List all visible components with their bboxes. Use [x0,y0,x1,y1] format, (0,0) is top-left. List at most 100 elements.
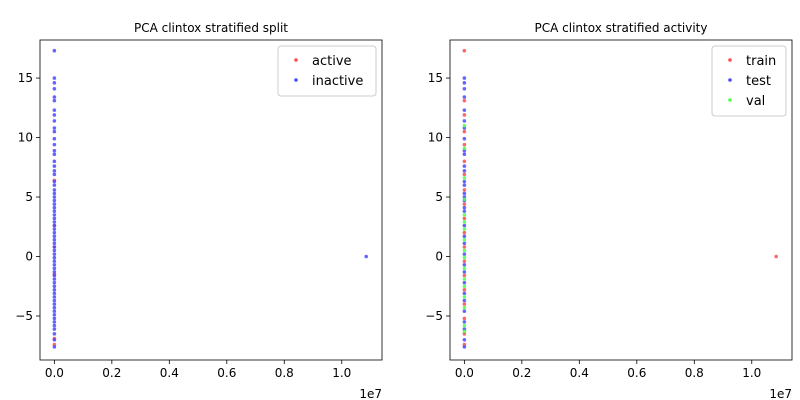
data-point-test [462,119,467,123]
data-point-inactive [52,345,57,349]
x-tick-label: 0.6 [217,366,236,380]
data-point-inactive [52,288,57,292]
data-point-inactive [52,95,57,99]
data-point-test [462,152,467,157]
data-point-inactive [52,309,57,314]
data-point-test [462,241,467,246]
x-offset-label: 1e7 [769,387,792,400]
data-point-val [462,146,467,151]
data-point-inactive [52,291,57,296]
data-point-inactive [52,238,57,242]
y-tick-label: −5 [425,309,443,323]
data-point-test [462,263,467,267]
chart-title: PCA clintox stratified split [134,21,288,35]
chart-panel-1: PCA clintox stratified split 0.0 0.2 0.4 0.6… [15,21,383,400]
data-point-test [462,298,467,303]
y-tick-label: 5 [25,190,33,204]
data-point-val [462,255,467,260]
x-tick-label: 0.0 [45,366,64,380]
data-point-inactive [52,230,57,235]
data-point-test [462,270,467,274]
data-point-inactive [52,216,57,221]
data-point-inactive [52,273,57,278]
data-point-inactive [52,327,57,331]
data-point-train [462,288,467,292]
legend-marker-val [728,98,732,102]
data-point-test [462,164,467,168]
data-point-inactive [52,164,57,168]
data-point-inactive [52,223,57,228]
data-point-inactive [52,198,57,203]
y-tick-label: 15 [18,71,33,85]
data-point-inactive [52,295,57,299]
data-point-val [462,176,467,180]
x-tick-label: 0.4 [570,366,589,380]
data-point-train [462,316,467,321]
data-point-inactive [52,126,57,130]
data-point-inactive [52,108,57,112]
data-point-inactive [52,320,57,324]
data-point-inactive [52,305,57,310]
data-point-inactive [52,302,57,306]
data-point-inactive [52,255,57,260]
data-point-val [462,323,467,328]
data-point-train [462,129,467,134]
data-point-inactive [52,316,57,321]
scatter-points [462,48,778,349]
x-tick-label: 0.0 [455,366,474,380]
data-point-test [462,223,467,228]
data-point-test [462,179,467,184]
data-point-inactive [52,113,57,117]
data-point-train [774,254,778,259]
data-point-inactive [52,159,57,164]
legend: active inactive [277,45,377,97]
data-point-test [462,280,467,285]
data-point-train [462,98,467,103]
data-point-inactive [52,191,57,196]
data-point-inactive [52,259,57,264]
y-tick-label: 0 [435,250,443,264]
data-point-test [462,205,467,210]
data-point-inactive [52,76,57,80]
data-point-test [462,209,467,214]
data-point-train [462,159,467,164]
y-tick-label: 10 [18,131,33,145]
data-point-val [462,248,467,253]
legend-marker-test [728,78,732,82]
y-tick-label: −5 [15,309,33,323]
data-point-test [462,191,467,196]
data-point-inactive [52,148,57,153]
data-point-inactive [52,245,57,249]
data-point-inactive [52,142,57,147]
data-point-val [462,238,467,242]
x-tick-label: 1.0 [742,366,761,380]
scatter-points [52,48,368,349]
data-point-test [462,81,467,85]
data-point-test [462,252,467,256]
data-point-inactive [52,136,57,141]
data-point-inactive [52,213,57,217]
legend-marker-train [728,58,732,62]
axes-frame [449,39,793,361]
data-point-val [462,197,467,202]
data-point-inactive [52,312,57,317]
data-point-test [462,291,467,296]
legend: train test val [711,45,787,117]
data-point-inactive [52,179,57,184]
data-point-val [462,220,467,224]
data-point-inactive [52,337,57,342]
data-point-val [462,213,467,217]
data-point-inactive [52,152,57,157]
data-point-test [462,95,467,99]
data-point-inactive [52,129,57,134]
data-point-test [462,86,467,91]
legend-marker-inactive [294,78,298,82]
data-point-inactive [52,227,57,231]
data-point-inactive [52,195,57,199]
data-point-inactive [52,169,57,173]
data-point-train [462,273,467,278]
legend-label-active: active [312,54,352,69]
data-point-inactive [52,209,57,214]
data-point-inactive [364,254,368,259]
x-tick-label: 0.4 [160,366,179,380]
